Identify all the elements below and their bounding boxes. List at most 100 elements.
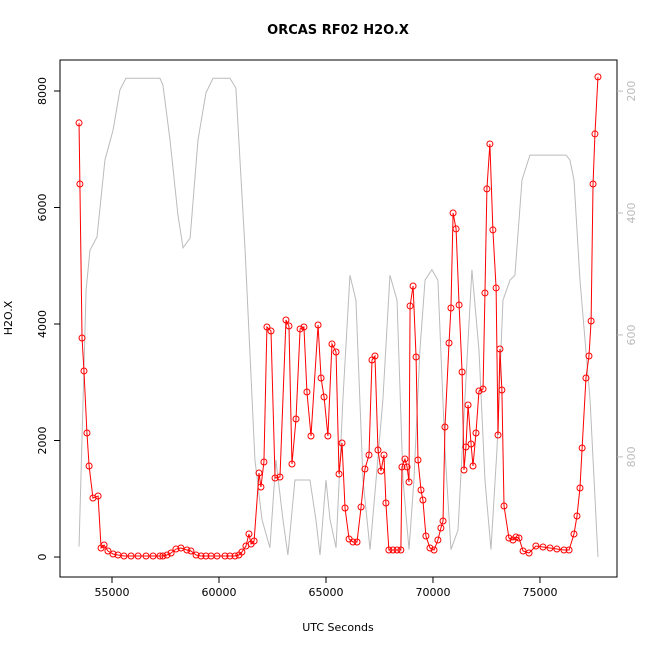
data-point (515, 534, 523, 542)
data-point (250, 537, 258, 545)
y2-tick-label: 800 (625, 446, 638, 467)
data-point (405, 478, 413, 486)
x-tick-label: 75000 (522, 586, 557, 599)
data-point (498, 386, 506, 394)
data-point (382, 499, 390, 507)
data-point (401, 455, 409, 463)
data-point (104, 547, 112, 555)
data-point (292, 415, 300, 423)
data-point (371, 352, 379, 360)
data-point (127, 552, 135, 560)
y-tick-label: 4000 (36, 310, 49, 338)
data-point (156, 552, 164, 560)
data-point (393, 546, 401, 554)
data-point (192, 551, 200, 559)
data-point (159, 552, 167, 560)
data-point (245, 530, 253, 538)
data-point (328, 340, 336, 348)
y2-tick-label: 200 (625, 81, 638, 102)
data-point (276, 473, 284, 481)
data-point (496, 345, 504, 353)
data-point (409, 282, 417, 290)
data-point (449, 209, 457, 217)
x-tick-label: 70000 (415, 586, 450, 599)
data-point (172, 545, 180, 553)
data-point (512, 533, 520, 541)
data-point (578, 444, 586, 452)
data-point (447, 304, 455, 312)
data-point (589, 180, 597, 188)
data-point (335, 470, 343, 478)
data-point (324, 432, 332, 440)
x-tick-label: 55000 (94, 586, 129, 599)
data-point (226, 552, 234, 560)
data-point (525, 549, 533, 557)
data-point (257, 483, 265, 491)
data-point (439, 517, 447, 525)
data-point (163, 551, 171, 559)
data-point (434, 536, 442, 544)
data-point (464, 401, 472, 409)
data-point (202, 552, 210, 560)
data-point (458, 368, 466, 376)
data-point (303, 388, 311, 396)
data-point (546, 544, 554, 552)
data-point (417, 486, 425, 494)
x-tick-label: 65000 (308, 586, 343, 599)
data-point (385, 546, 393, 554)
data-point (76, 180, 84, 188)
data-point (472, 429, 480, 437)
data-point (505, 534, 513, 542)
data-point (565, 546, 573, 554)
data-point (539, 543, 547, 551)
data-point (532, 542, 540, 550)
data-point (389, 546, 397, 554)
data-point (570, 530, 578, 538)
data-point (591, 130, 599, 138)
y2-tick-label: 600 (625, 324, 638, 345)
data-point (483, 185, 491, 193)
data-point (238, 548, 246, 556)
data-point (109, 550, 117, 558)
data-point (271, 474, 279, 482)
data-point (419, 496, 427, 504)
data-point (231, 552, 239, 560)
data-point (441, 423, 449, 431)
data-point (187, 547, 195, 555)
data-point (365, 451, 373, 459)
data-point (560, 546, 568, 554)
data-point (167, 549, 175, 557)
data-point (83, 429, 91, 437)
data-point (374, 446, 382, 454)
data-point (94, 492, 102, 500)
data-point (357, 503, 365, 511)
data-point (585, 352, 593, 360)
x-axis-label: UTC Seconds (302, 621, 374, 634)
data-point (462, 443, 470, 451)
data-point (519, 547, 527, 555)
data-point (460, 466, 468, 474)
data-point (494, 431, 502, 439)
data-point (475, 387, 483, 395)
data-point (582, 374, 590, 382)
data-point (553, 545, 561, 553)
data-point (452, 225, 460, 233)
data-point (422, 532, 430, 540)
data-point (587, 317, 595, 325)
data-point (489, 226, 497, 234)
data-point (406, 302, 414, 310)
data-point (142, 552, 150, 560)
data-point (263, 323, 271, 331)
data-point (285, 322, 293, 330)
data-point (183, 546, 191, 554)
data-point (576, 484, 584, 492)
x-tick-label: 60000 (201, 586, 236, 599)
data-point (594, 73, 602, 81)
data-point (314, 321, 322, 329)
data-point (437, 524, 445, 532)
y-tick-label: 0 (36, 554, 49, 561)
data-point (307, 432, 315, 440)
data-point (426, 544, 434, 552)
data-point (78, 334, 86, 342)
data-point (467, 440, 475, 448)
